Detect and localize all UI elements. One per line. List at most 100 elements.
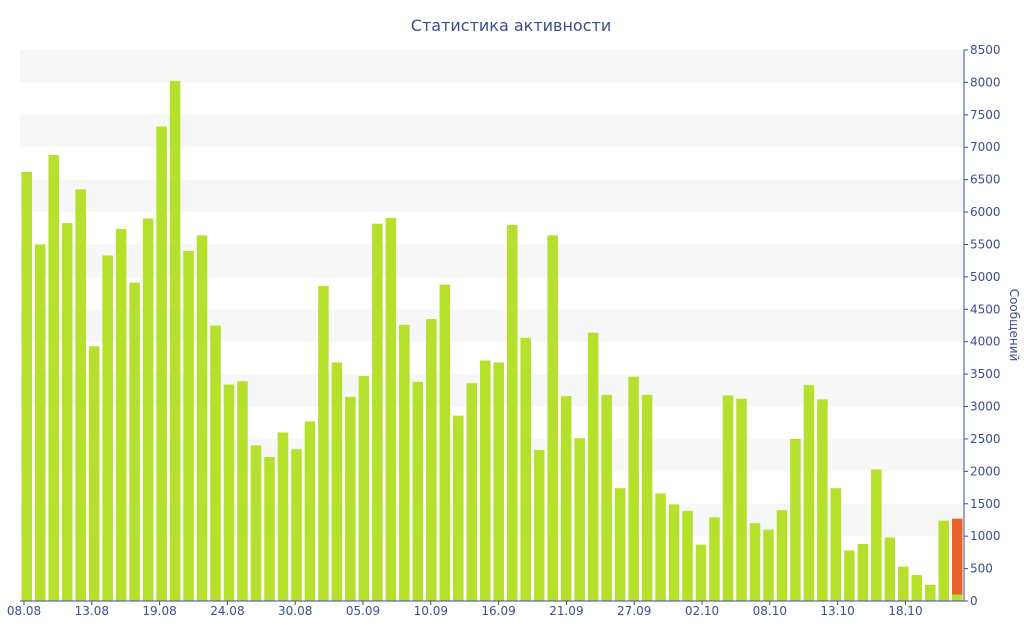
bar [803,385,815,601]
bar [358,376,370,601]
bar [533,449,545,601]
bar [614,488,626,601]
x-tick-label: 02.10 [685,604,719,618]
bar [34,244,46,601]
bars [21,81,963,602]
bar [439,284,451,601]
y-tick-label: 1500 [970,497,1001,511]
y-tick-label: 3000 [970,400,1001,414]
x-axis-ticks: 08.08 13.08 19.08 24.08 30.08 05.09 10.09 16.09… [7,601,923,618]
bar [817,399,828,601]
y-tick-label: 2000 [970,464,1001,478]
bar [898,566,909,601]
bar [223,384,235,601]
bar [709,517,720,601]
bar [304,421,316,601]
bar [682,510,693,601]
y-tick-label: 7000 [970,140,1001,154]
bar [102,255,113,601]
x-tick-label: 08.08 [7,604,41,618]
bar [210,325,221,601]
bar [871,469,882,601]
x-tick-label: 13.10 [820,604,854,618]
bar [426,319,437,601]
bar [641,394,653,601]
bar [48,155,59,602]
bar [560,396,572,601]
y-tick-label: 8500 [970,43,1001,57]
x-tick-label: 19.08 [142,604,176,618]
y-tick-label: 1000 [970,529,1001,543]
bar [776,510,788,601]
y-tick-label: 5500 [970,237,1001,251]
y-tick-label: 2500 [970,432,1001,446]
bar [183,250,194,601]
bar [884,537,896,601]
bar [156,126,167,602]
bar [277,432,289,601]
x-tick-label: 05.09 [346,604,380,618]
y-tick-label: 4000 [970,335,1001,349]
bar [844,550,855,601]
bar [115,228,127,601]
bar-highlight [951,518,963,595]
bar [763,529,774,601]
bar [722,395,734,601]
y-axis-label: Сообщений [1007,289,1021,362]
bar [587,332,599,601]
bar [601,394,612,601]
x-tick-label: 10.09 [414,604,448,618]
bar [925,584,936,601]
bar [479,360,491,601]
x-tick-label: 18.10 [888,604,922,618]
bar [75,189,86,601]
bar [385,217,397,601]
bar [655,493,666,601]
grid-band [20,50,964,83]
bar [520,337,531,601]
x-tick-label: 21.09 [549,604,583,618]
bar [250,445,262,601]
bar [951,594,963,601]
bar [830,488,842,601]
y-tick-label: 500 [970,562,993,576]
bar [169,81,181,601]
bar [911,575,923,601]
x-tick-label: 30.08 [278,604,312,618]
bar [237,381,248,601]
bar [574,438,585,601]
x-tick-label: 13.08 [75,604,109,618]
bar [493,362,505,601]
x-tick-label: 16.09 [481,604,515,618]
bar [372,223,383,602]
bar [129,282,140,601]
bar [466,383,478,601]
y-tick-label: 4500 [970,302,1001,316]
bar [506,225,518,601]
bar [749,523,761,601]
bar [142,218,154,601]
y-tick-label: 7500 [970,108,1001,122]
y-tick-label: 8000 [970,75,1001,89]
y-tick-label: 6000 [970,205,1001,219]
y-tick-label: 6500 [970,173,1001,187]
x-tick-label: 08.10 [753,604,787,618]
bar [331,362,343,601]
bar [61,223,73,601]
bar [291,449,302,601]
bar [857,543,869,601]
bar [453,415,464,601]
bar [790,438,801,601]
bar [88,346,100,601]
y-tick-label: 3500 [970,367,1001,381]
bar [695,544,707,601]
x-tick-label: 27.09 [617,604,651,618]
bar [547,235,558,601]
bar [628,376,639,601]
bar [196,235,208,601]
bar [21,171,33,602]
bar [938,520,950,601]
bar [668,504,680,601]
y-tick-label: 0 [970,594,978,608]
